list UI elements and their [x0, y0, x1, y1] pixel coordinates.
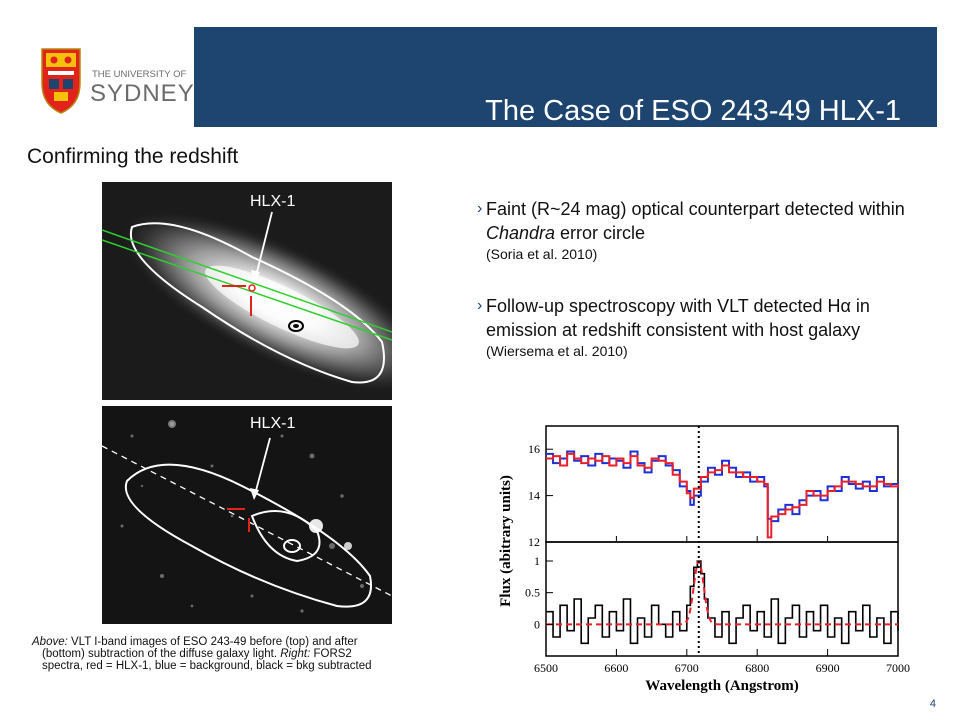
vlt-image-after: HLX-1 — [102, 406, 392, 624]
top-panel-frame — [545, 425, 899, 543]
fors2-spectrum-chart: 6500 6600 6700 6800 6900 7000 12 14 16 0 0.5 1 Wavel… — [498, 425, 910, 694]
caption-line-3: spectra, red = HLX-1, blue = background,… — [42, 660, 372, 672]
bullet-2-text: Follow-up spectroscopy with VLT detected… — [486, 296, 870, 340]
y-tick-label-bottom: 0 — [534, 617, 540, 631]
bullet-1-text-em: Chandra — [486, 223, 556, 243]
crest-icon — [41, 48, 81, 114]
x-axis-label: Wavelength (Angstrom) — [645, 678, 798, 694]
hlx1-label-top: HLX-1 — [250, 193, 295, 210]
logo-line-2: SYDNEY — [90, 80, 194, 107]
y-tick-label-top: 16 — [528, 442, 540, 456]
x-tick-label: 6500 — [534, 661, 558, 675]
x-tick-label: 6900 — [816, 661, 840, 675]
bottom-panel-frame — [545, 541, 899, 657]
y-tick-label-top: 14 — [528, 489, 540, 503]
y-tick-label-top: 12 — [528, 535, 540, 549]
caption-line-1: VLT I-band images of ESO 243-49 before (… — [67, 636, 358, 648]
x-tick-label: 6600 — [604, 661, 628, 675]
university-logo: THE UNIVERSITY OF SYDNEY — [22, 27, 194, 127]
bullet-marker: › — [477, 200, 483, 217]
y-axis-label: Flux (abitrary units) — [498, 475, 514, 607]
caption-above-label: Above: — [32, 636, 68, 648]
x-tick-label: 6700 — [675, 661, 699, 675]
bullet-spectroscopy: › Follow-up spectroscopy with VLT detect… — [477, 294, 926, 360]
slide-subtitle: Confirming the redshift — [27, 145, 239, 168]
y-tick-label-bottom: 1 — [534, 554, 540, 568]
bullet-marker: › — [477, 297, 483, 314]
top-series-red — [546, 452, 899, 539]
bullet-1-text-post: error circle — [555, 223, 646, 243]
logo-line-1: THE UNIVERSITY OF — [92, 69, 187, 80]
title-banner: The Case of ESO 243-49 HLX-1 — [96, 27, 937, 127]
bullet-1-reference: (Soria et al. 2010) — [486, 246, 598, 262]
hlx1-label-bottom: HLX-1 — [250, 415, 295, 432]
y-tick-label-bottom: 0.5 — [525, 586, 540, 600]
bottom-series-black — [546, 560, 899, 645]
caption-right-label: Right: — [280, 648, 311, 660]
slide-title: The Case of ESO 243-49 HLX-1 — [485, 95, 901, 127]
page-number: 4 — [929, 698, 936, 710]
bullet-2-reference: (Wiersema et al. 2010) — [486, 343, 628, 359]
bullet-optical-counterpart: › Faint (R~24 mag) optical counterpart d… — [477, 197, 926, 263]
x-tick-label: 6800 — [745, 661, 769, 675]
caption-line-2b: FORS2 — [310, 648, 352, 660]
vlt-image-before: HLX-1 — [102, 182, 392, 400]
gaussian-fit-line — [546, 560, 898, 626]
bullet-1-text-pre: Faint (R~24 mag) optical counterpart det… — [486, 199, 905, 219]
figure-caption: Above: VLT I-band images of ESO 243-49 b… — [32, 636, 472, 672]
top-series-blue — [546, 450, 899, 523]
caption-line-2a: (bottom) subtraction of the diffuse gala… — [42, 648, 281, 660]
x-tick-label: 7000 — [886, 661, 910, 675]
